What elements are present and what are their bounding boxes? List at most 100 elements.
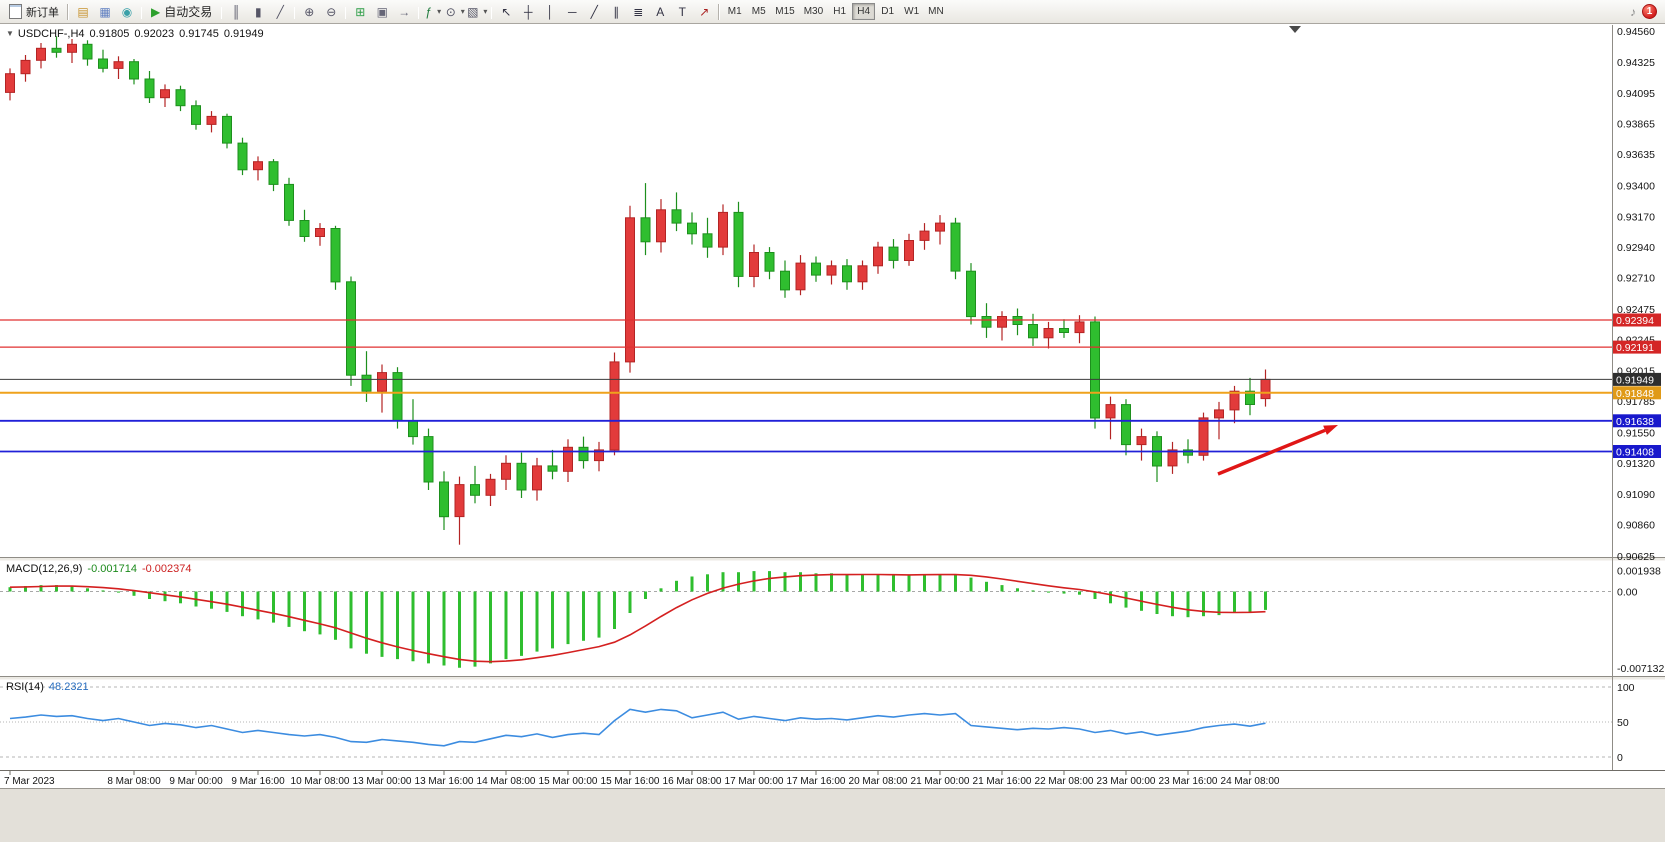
high-value: 0.92023: [134, 28, 175, 40]
low-value: 0.91745: [179, 28, 219, 40]
trend-arrow[interactable]: [1217, 425, 1338, 476]
timeframe-m15[interactable]: M15: [771, 3, 798, 20]
price-tag: 0.92191: [1613, 340, 1661, 354]
candle: [470, 465, 480, 504]
arrow-head: [1323, 425, 1338, 435]
new-order-button[interactable]: 新订单: [4, 2, 64, 22]
svg-text:0.91408: 0.91408: [1616, 447, 1654, 459]
text-label-icon[interactable]: T: [671, 2, 693, 22]
time-label: 13 Mar 00:00: [353, 776, 412, 787]
timeframe-d1[interactable]: D1: [876, 3, 899, 20]
candle: [671, 192, 682, 232]
cursor-icon[interactable]: ↖: [495, 2, 517, 22]
crosshair-icon[interactable]: ┼: [517, 2, 539, 22]
candle: [377, 364, 387, 413]
candle: [253, 156, 263, 181]
candle: [1012, 308, 1023, 336]
sound-icon[interactable]: ♪: [1630, 4, 1636, 19]
panel-splitter-macd[interactable]: [0, 557, 1665, 561]
arrows-icon[interactable]: ↗: [693, 2, 715, 22]
toolbar-separator: [491, 6, 493, 19]
timeframe-m30[interactable]: M30: [800, 3, 827, 20]
navigator-icon[interactable]: ◉: [116, 2, 138, 22]
candle: [733, 201, 744, 288]
zoom-out-icon[interactable]: ⊖: [320, 2, 342, 22]
price-label: 0.92475: [1617, 304, 1655, 316]
candle: [5, 68, 15, 101]
shift-marker[interactable]: [1289, 26, 1301, 33]
candlestick-icon[interactable]: ▮: [247, 2, 269, 22]
new-order-label: 新订单: [26, 6, 59, 19]
panel-splitter-rsi[interactable]: [0, 676, 1665, 680]
time-label: 9 Mar 00:00: [169, 776, 223, 787]
time-axis: 7 Mar 2023 8 Mar 08:00 9 Mar 00:00 9 Mar 16…: [0, 770, 1665, 787]
horizontal-line-icon[interactable]: ─: [561, 2, 583, 22]
candle: [857, 260, 868, 290]
candle: [1260, 369, 1271, 407]
candle: [284, 177, 294, 226]
candle: [1090, 316, 1100, 429]
time-label: 7 Mar 2023: [4, 776, 55, 787]
toolbar-separator: [67, 3, 69, 20]
bar-chart-icon[interactable]: ║: [225, 2, 247, 22]
candle: [811, 256, 821, 282]
candle: [950, 217, 961, 280]
candle: [1229, 385, 1240, 424]
candle: [330, 225, 341, 290]
zoom-in-icon[interactable]: ⊕: [298, 2, 320, 22]
notification-badge[interactable]: 1: [1642, 4, 1657, 19]
timeframe-m5[interactable]: M5: [747, 3, 770, 20]
macd-signal-value: -0.002374: [141, 563, 192, 575]
price-label: 0.91550: [1617, 427, 1655, 439]
tile-windows-icon[interactable]: ⊞: [349, 2, 371, 22]
fibonacci-icon[interactable]: ≣: [627, 2, 649, 22]
toolbar-separator: [221, 6, 223, 19]
candle: [795, 255, 806, 296]
timeframe-w1[interactable]: W1: [900, 3, 923, 20]
candle: [67, 39, 77, 63]
chart-shift-icon[interactable]: →: [393, 2, 415, 22]
candle: [625, 205, 635, 373]
candle: [1198, 412, 1209, 461]
timeframe-h4[interactable]: H4: [852, 3, 876, 20]
toolbar: 新订单 ▤ ▦ ◉ ▶ 自动交易 ║ ▮ ╱ ⊕ ⊖ ⊞ ▣ → ƒ ▾ ⊙ ▾ ▧ ▾ ↖ ┼ │ ─ ╱ ∥ ≣ A T ↗ M1 M…: [0, 0, 1665, 24]
candle: [1043, 321, 1054, 349]
price-label: 0.90625: [1617, 551, 1655, 563]
time-label: 17 Mar 16:00: [787, 776, 846, 787]
candle: [656, 199, 666, 253]
rsi-panel[interactable]: 100 50 0: [0, 682, 1635, 764]
candle: [408, 399, 418, 445]
price-label: 0.91320: [1617, 458, 1655, 470]
candle: [1152, 431, 1162, 482]
candle: [98, 49, 108, 73]
collapse-icon[interactable]: ▼: [6, 29, 14, 38]
periods-icon[interactable]: ⊙ ▾: [444, 2, 466, 22]
price-tag: 0.91638: [1613, 414, 1661, 428]
rsi-value: 48.2321: [48, 681, 89, 693]
time-label: 8 Mar 08:00: [107, 776, 161, 787]
market-watch-icon[interactable]: ▦: [94, 2, 116, 22]
vertical-line-icon[interactable]: │: [539, 2, 561, 22]
timeframe-mn[interactable]: MN: [924, 3, 948, 20]
toolbar-separator: [345, 6, 347, 19]
symbol-period: USDCHF-,H4: [17, 28, 85, 40]
charts-icon[interactable]: ▤: [72, 2, 94, 22]
text-icon[interactable]: A: [649, 2, 671, 22]
line-chart-icon[interactable]: ╱: [269, 2, 291, 22]
timeframe-h1[interactable]: H1: [828, 3, 851, 20]
indicators-icon[interactable]: ƒ ▾: [422, 2, 444, 22]
templates-icon[interactable]: ▧ ▾: [466, 2, 488, 22]
candle: [1059, 319, 1069, 338]
autotrade-icon[interactable]: ▶ 自动交易: [145, 2, 218, 22]
candle: [702, 217, 713, 258]
cascade-windows-icon[interactable]: ▣: [371, 2, 393, 22]
candle: [749, 244, 759, 288]
trendline-icon[interactable]: ╱: [583, 2, 605, 22]
time-label: 21 Mar 00:00: [911, 776, 970, 787]
price-tag: 0.91949: [1613, 372, 1661, 386]
macd-panel[interactable]: 0.001938 0.00 -0.007132: [0, 566, 1664, 675]
channel-icon[interactable]: ∥: [605, 2, 627, 22]
candles: [5, 36, 1271, 545]
timeframe-m1[interactable]: M1: [723, 3, 746, 20]
